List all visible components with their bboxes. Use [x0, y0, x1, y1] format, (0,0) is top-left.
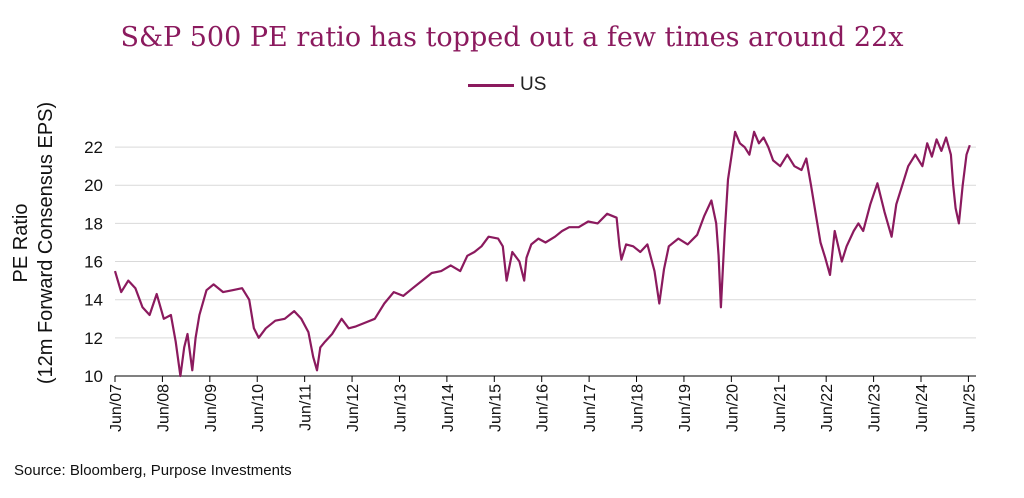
- series-line-us: [113, 130, 971, 378]
- x-tick-label: Jun/20: [724, 384, 741, 432]
- x-tick-label: Jun/08: [155, 384, 172, 432]
- y-axis-label-sub: (12m Forward Consensus EPS): [35, 102, 57, 384]
- x-tick-label: Jun/09: [203, 384, 220, 432]
- legend-swatch: [468, 83, 514, 87]
- y-tick-label: 16: [84, 253, 103, 272]
- x-tick-label: Jun/17: [582, 384, 599, 432]
- y-axis-ticks: 10 12 14 16 18 20 22: [84, 138, 103, 386]
- x-tick-label: Jun/25: [961, 384, 978, 432]
- x-tick-label: Jun/07: [108, 384, 125, 432]
- y-tick-label: 22: [84, 138, 103, 157]
- y-tick-label: 18: [84, 214, 103, 233]
- x-tick-label: Jun/19: [677, 384, 694, 432]
- y-tick-label: 10: [84, 367, 103, 386]
- x-tick-label: Jun/24: [914, 384, 931, 432]
- x-tick-label: Jun/22: [819, 384, 836, 432]
- y-tick-label: 12: [84, 329, 103, 348]
- x-axis-ticks: Jun/07 Jun/08 Jun/09 Jun/10 Jun/11 Jun/12 Jun/…: [108, 376, 978, 432]
- y-tick-label: 20: [84, 176, 103, 195]
- x-tick-label: Jun/10: [250, 384, 267, 432]
- x-tick-label: Jun/11: [298, 384, 315, 431]
- x-tick-label: Jun/23: [867, 384, 884, 432]
- legend-label: US: [520, 74, 547, 95]
- x-tick-label: Jun/15: [487, 384, 504, 432]
- x-tick-label: Jun/16: [535, 384, 552, 432]
- chart-title: S&P 500 PE ratio has topped out a few ti…: [120, 22, 904, 53]
- y-tick-label: 14: [84, 291, 103, 310]
- source-note: Source: Bloomberg, Purpose Investments: [14, 462, 292, 479]
- x-tick-label: Jun/18: [630, 384, 647, 432]
- legend: US: [468, 74, 546, 96]
- x-tick-label: Jun/21: [772, 384, 789, 432]
- x-tick-label: Jun/14: [440, 384, 457, 432]
- y-axis-label: PE Ratio: [10, 204, 32, 283]
- x-tick-label: Jun/12: [345, 384, 362, 432]
- x-tick-label: Jun/13: [392, 384, 409, 432]
